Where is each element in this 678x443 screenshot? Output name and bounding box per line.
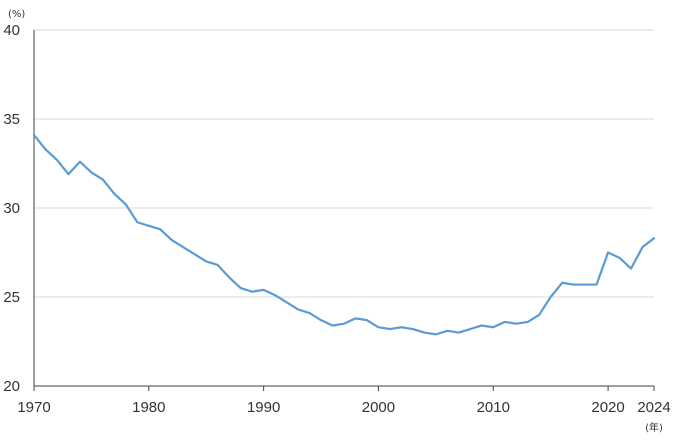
x-tick-label-2000: 2000 — [362, 399, 395, 416]
series-line-0 — [32, 133, 656, 336]
y-tick-label-25: 25 — [3, 289, 20, 306]
x-tick-label-1970: 1970 — [17, 399, 50, 416]
x-tick-label-1990: 1990 — [247, 399, 280, 416]
x-tick-label-2024: 2024 — [637, 399, 670, 416]
x-tick-label-1980: 1980 — [132, 399, 165, 416]
x-unit-label: (年) — [645, 421, 663, 434]
axes — [33, 30, 655, 391]
tick-labels: 20 25 30 35 40 1970 1980 1990 2000 2010 2020 2024 — [3, 22, 670, 416]
x-tick-label-2020: 2020 — [591, 399, 624, 416]
y-tick-label-40: 40 — [3, 22, 20, 39]
series-layer — [32, 133, 656, 336]
gridlines — [34, 29, 654, 298]
x-tick-label-2010: 2010 — [477, 399, 510, 416]
y-tick-label-20: 20 — [3, 378, 20, 395]
y-tick-label-35: 35 — [3, 111, 20, 128]
y-tick-label-30: 30 — [3, 200, 20, 217]
y-unit-label: (%) — [8, 9, 25, 20]
